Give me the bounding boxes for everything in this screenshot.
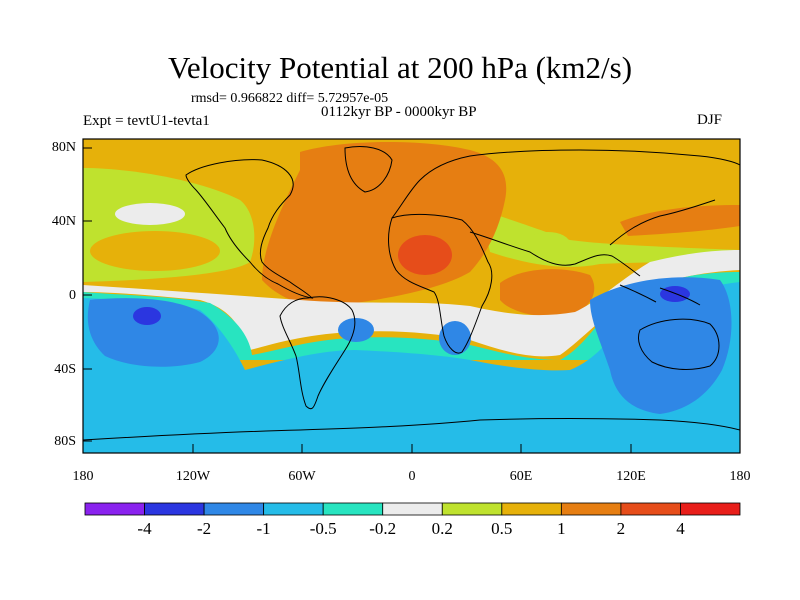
field-strong-negative-sp [133, 307, 161, 325]
lat-label-40s: 40S [54, 362, 76, 377]
coast-greenland [344, 146, 393, 193]
lon-label-180w: 180 [72, 469, 94, 484]
coast-se-asia [619, 284, 701, 306]
colorbar-swatch [382, 502, 443, 516]
chart-title: Velocity Potential at 200 hPa (km2/s) [167, 50, 633, 85]
lon-label-60w: 60W [288, 469, 316, 484]
coast-australia [638, 318, 720, 370]
field-moderate-negative-sp [87, 298, 219, 367]
colorbar-swatch [620, 502, 681, 516]
colorbar-swatch [203, 502, 265, 516]
coastlines [83, 146, 740, 441]
colorbar-swatch [263, 502, 324, 516]
colorbar-label: -0.5 [309, 519, 337, 538]
field-slight-positive-africa-e [526, 232, 570, 256]
lon-label-120e: 120E [616, 469, 646, 484]
field-moderate-negative-africa-s [439, 321, 471, 355]
field-strong-negative-wp [660, 286, 690, 302]
colorbar-swatch [144, 502, 205, 516]
field-moderate-negative-atl [338, 318, 374, 342]
coast-antarctica [83, 418, 740, 441]
field-near-zero-nw-blob [115, 203, 185, 225]
colorbar-label: 0.2 [431, 519, 453, 538]
field-strong-positive-africa [398, 235, 452, 275]
lat-label-40n: 40N [51, 214, 76, 229]
rmsd-diff-stats: rmsd= 0.966822 diff= 5.72957e-05 [191, 91, 389, 106]
lat-label-80n: 80N [51, 140, 76, 155]
lat-label-eq: 0 [69, 288, 76, 303]
season-label: DJF [697, 112, 723, 128]
colorbar-swatch [501, 502, 562, 516]
colorbar-label: -2 [197, 519, 212, 538]
velocity-potential-field [83, 139, 740, 453]
colorbar-label: 2 [616, 519, 626, 538]
colorbar-label: -1 [256, 519, 271, 538]
field-moderate-negative-aus [590, 277, 732, 414]
colorbar-label: -4 [137, 519, 152, 538]
lon-label-0: 0 [408, 469, 416, 484]
coast-north-america [185, 159, 314, 299]
coast-south-america [279, 296, 356, 410]
experiment-label: Expt = tevtU1-tevta1 [83, 113, 210, 129]
lon-label-180e: 180 [729, 469, 751, 484]
colorbar [84, 502, 741, 516]
colorbar-swatch [560, 502, 622, 516]
colorbar-label: 0.5 [491, 519, 513, 538]
field-weak-negative-south [83, 282, 740, 453]
lon-label-60e: 60E [509, 469, 533, 484]
field-near-zero-band [83, 250, 740, 357]
colorbar-swatch [84, 502, 145, 516]
lon-label-120w: 120W [175, 469, 211, 484]
time-period-label: 0112kyr BP - 0000kyr BP [321, 104, 477, 120]
field-moderate-positive-io [500, 269, 595, 317]
colorbar-swatch [680, 502, 741, 516]
field-moderate-positive-ne [620, 205, 740, 236]
colorbar-swatch [322, 502, 384, 516]
axis-ticks [82, 147, 741, 453]
colorbar-swatch [441, 502, 503, 516]
coast-eurasia [391, 149, 740, 277]
lat-label-80s: 80S [54, 434, 76, 449]
colorbar-label: -0.2 [369, 519, 397, 538]
field-weak-positive-nw-blob [90, 231, 220, 271]
coast-africa [388, 213, 493, 354]
colorbar-label: 4 [676, 519, 685, 538]
colorbar-label: 1 [557, 519, 566, 538]
